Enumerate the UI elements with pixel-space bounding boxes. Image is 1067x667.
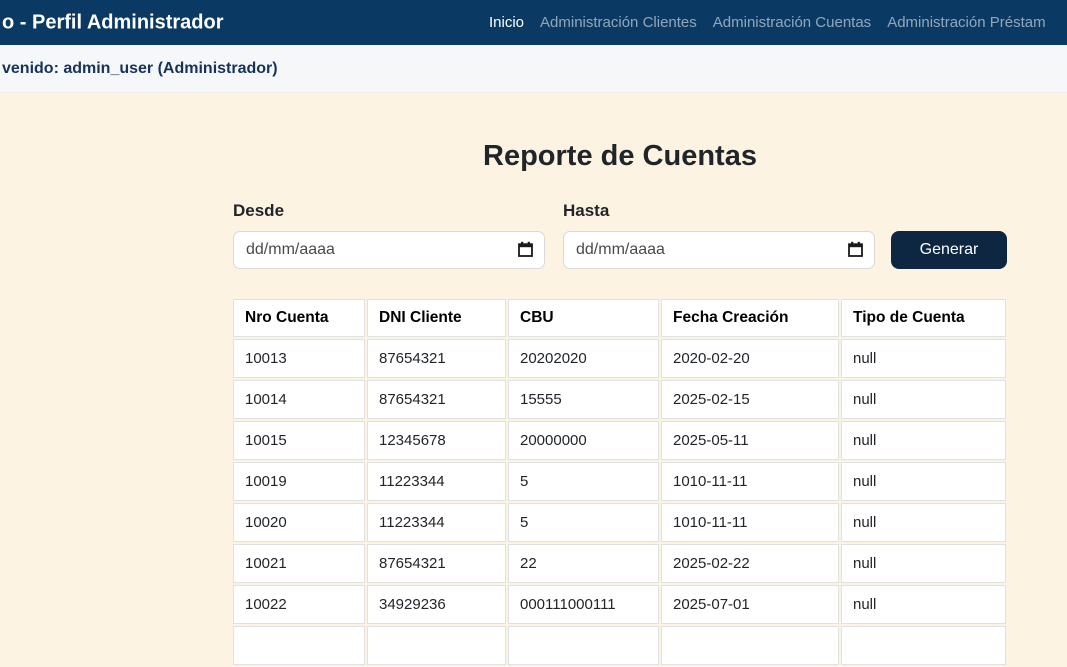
column-header: Fecha Creación bbox=[661, 299, 839, 337]
calendar-icon bbox=[518, 241, 533, 260]
table-cell: 5 bbox=[508, 462, 659, 501]
table-cell: 15555 bbox=[508, 380, 659, 419]
report-container: Reporte de Cuentas Desde bbox=[233, 93, 1007, 667]
table-cell: 2025-02-22 bbox=[661, 544, 839, 583]
table-cell bbox=[841, 626, 1006, 665]
table-cell: 1010-11-11 bbox=[661, 503, 839, 542]
table-row: 100191122334451010-11-11null bbox=[233, 462, 1006, 501]
date-filter-form: Desde bbox=[233, 201, 1007, 269]
table-cell: 10014 bbox=[233, 380, 365, 419]
partial-table-row bbox=[233, 626, 1006, 665]
desde-label: Desde bbox=[233, 201, 545, 221]
table-cell bbox=[367, 626, 506, 665]
welcome-text: venido: admin_user (Administrador) bbox=[0, 60, 278, 78]
table-cell: 34929236 bbox=[367, 585, 506, 624]
table-cell: 1010-11-11 bbox=[661, 462, 839, 501]
table-cell: 10020 bbox=[233, 503, 365, 542]
table-cell: 10015 bbox=[233, 421, 365, 460]
page-title: Reporte de Cuentas bbox=[233, 138, 1007, 174]
hasta-field: Hasta bbox=[563, 201, 875, 269]
table-cell bbox=[508, 626, 659, 665]
table-cell: 10022 bbox=[233, 585, 365, 624]
table-row: 100201122334451010-11-11null bbox=[233, 503, 1006, 542]
table-cell: 87654321 bbox=[367, 544, 506, 583]
table-cell: 22 bbox=[508, 544, 659, 583]
table-cell: 11223344 bbox=[367, 503, 506, 542]
table-cell: 20202020 bbox=[508, 339, 659, 378]
table-row: 1001387654321202020202020-02-20null bbox=[233, 339, 1006, 378]
table-row: 1001487654321155552025-02-15null bbox=[233, 380, 1006, 419]
table-cell: 2025-02-15 bbox=[661, 380, 839, 419]
column-header: DNI Cliente bbox=[367, 299, 506, 337]
welcome-bar: venido: admin_user (Administrador) bbox=[0, 45, 1067, 93]
table-cell: 11223344 bbox=[367, 462, 506, 501]
table-cell: 10019 bbox=[233, 462, 365, 501]
nav-administracion-clientes[interactable]: Administración Clientes bbox=[532, 0, 705, 45]
calendar-icon bbox=[848, 241, 863, 260]
table-row: 1001512345678200000002025-05-11null bbox=[233, 421, 1006, 460]
table-header-row: Nro CuentaDNI ClienteCBUFecha CreaciónTi… bbox=[233, 299, 1006, 337]
column-header: CBU bbox=[508, 299, 659, 337]
desde-date-field[interactable] bbox=[233, 231, 545, 269]
table-row: 10022349292360001110001112025-07-01null bbox=[233, 585, 1006, 624]
table-cell: 2025-07-01 bbox=[661, 585, 839, 624]
table-cell: 2020-02-20 bbox=[661, 339, 839, 378]
table-cell: 2025-05-11 bbox=[661, 421, 839, 460]
table-cell: null bbox=[841, 544, 1006, 583]
table-cell: null bbox=[841, 380, 1006, 419]
hasta-input[interactable] bbox=[564, 241, 848, 259]
table-cell: null bbox=[841, 421, 1006, 460]
table-cell: 87654321 bbox=[367, 380, 506, 419]
column-header: Nro Cuenta bbox=[233, 299, 365, 337]
table-cell: 87654321 bbox=[367, 339, 506, 378]
desde-calendar-button[interactable] bbox=[518, 241, 533, 260]
table-cell bbox=[661, 626, 839, 665]
table-cell: 12345678 bbox=[367, 421, 506, 460]
navbar-brand[interactable]: o - Perfil Administrador bbox=[2, 11, 224, 34]
navbar: o - Perfil Administrador InicioAdministr… bbox=[0, 0, 1067, 45]
table-cell: null bbox=[841, 462, 1006, 501]
table-row: 1002187654321222025-02-22null bbox=[233, 544, 1006, 583]
accounts-table: Nro CuentaDNI ClienteCBUFecha CreaciónTi… bbox=[231, 297, 1008, 667]
nav-administracion-cuentas[interactable]: Administración Cuentas bbox=[705, 0, 879, 45]
table-cell: null bbox=[841, 503, 1006, 542]
report-page: Reporte de Cuentas Desde bbox=[0, 93, 1067, 631]
table-cell: 000111000111 bbox=[508, 585, 659, 624]
hasta-calendar-button[interactable] bbox=[848, 241, 863, 260]
nav-inicio[interactable]: Inicio bbox=[481, 0, 532, 45]
desde-field: Desde bbox=[233, 201, 545, 269]
table-cell: 20000000 bbox=[508, 421, 659, 460]
nav-administracion-prestamos[interactable]: Administración Préstam bbox=[879, 0, 1053, 45]
column-header: Tipo de Cuenta bbox=[841, 299, 1006, 337]
table-cell: 10013 bbox=[233, 339, 365, 378]
generar-button[interactable]: Generar bbox=[891, 231, 1007, 269]
hasta-label: Hasta bbox=[563, 201, 875, 221]
table-body: 1001387654321202020202020-02-20null10014… bbox=[233, 339, 1006, 665]
hasta-date-field[interactable] bbox=[563, 231, 875, 269]
table-cell: null bbox=[841, 339, 1006, 378]
table-cell: 10021 bbox=[233, 544, 365, 583]
table-cell: null bbox=[841, 585, 1006, 624]
table-cell bbox=[233, 626, 365, 665]
desde-input[interactable] bbox=[234, 241, 518, 259]
table-cell: 5 bbox=[508, 503, 659, 542]
navbar-menu: InicioAdministración ClientesAdministrac… bbox=[481, 0, 1054, 45]
